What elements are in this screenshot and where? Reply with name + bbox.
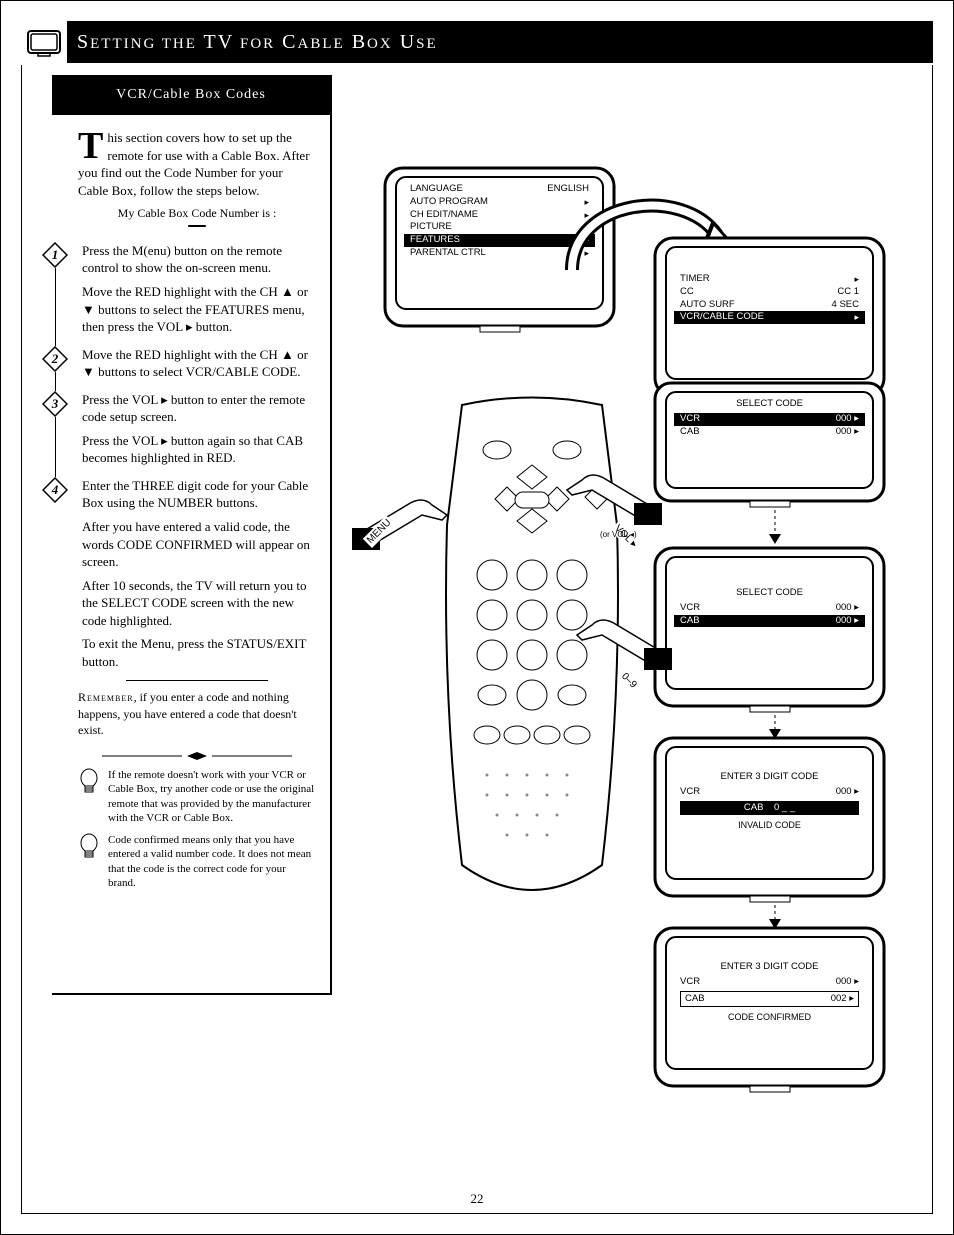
step-1: 1 Press the M(enu) button on the remote … <box>78 242 316 336</box>
code-pill <box>188 225 206 227</box>
diamond-icon: 3 <box>42 391 68 417</box>
lightbulb-icon <box>78 833 100 890</box>
step-4-a: Enter the THREE digit code for your Cabl… <box>82 477 316 512</box>
pointing-hand-icon <box>352 480 472 560</box>
content-frame: VCR/Cable Box Codes This section covers … <box>21 65 933 1214</box>
header-bar: SETTING THE TV FOR CABLE BOX USE <box>21 21 933 63</box>
right-area: LANGUAGEENGLISH AUTO PROGRAM▸ CH EDIT/NA… <box>352 125 912 1183</box>
code-helper: My Cable Box Code Number is : <box>78 205 316 221</box>
steps: 1 Press the M(enu) button on the remote … <box>78 242 316 670</box>
smart-help-2: Code confirmed means only that you have … <box>108 833 316 890</box>
sidebar-heading: VCR/Cable Box Codes <box>52 75 330 115</box>
tv-screen-enter-code: ENTER 3 DIGIT CODE VCR000 ▸ CAB 0 _ _ IN… <box>652 735 887 905</box>
sidebar: VCR/Cable Box Codes This section covers … <box>52 75 332 995</box>
step-4-c: After 10 seconds, the TV will return you… <box>82 577 316 630</box>
step-3: 3 Press the VOL ▸ button to enter the re… <box>78 391 316 467</box>
diamond-divider-icon <box>102 748 292 758</box>
vol-caption: (or VOL ◂) <box>600 530 637 539</box>
step-2-text: Move the RED highlight with the CH ▲ or … <box>82 346 316 381</box>
step-4: 4 Enter the THREE digit code for your Ca… <box>78 477 316 670</box>
page-number: 22 <box>471 1191 484 1207</box>
step-2: 2 Move the RED highlight with the CH ▲ o… <box>78 346 316 381</box>
step-4-d: To exit the Menu, press the STATUS/EXIT … <box>82 635 316 670</box>
step-1-b: Move the RED highlight with the CH ▲ or … <box>82 283 316 336</box>
diamond-icon: 1 <box>42 242 68 268</box>
intro-paragraph: This section covers how to set up the re… <box>78 129 316 199</box>
diamond-icon: 2 <box>42 346 68 372</box>
sidebar-body: This section covers how to set up the re… <box>52 115 330 900</box>
tv-screen-code-confirmed: ENTER 3 DIGIT CODE VCR000 ▸ CAB002 ▸ COD… <box>652 925 887 1095</box>
step-4-b: After you have entered a valid code, the… <box>82 518 316 571</box>
remember-note: Remember, if you enter a code and nothin… <box>78 689 316 738</box>
step-3-b: Press the VOL ▸ button again so that CAB… <box>82 432 316 467</box>
tv-screen-select-code-cab: SELECT CODE VCR000 ▸ CAB000 ▸ <box>652 545 887 715</box>
diamond-icon: 4 <box>42 477 68 503</box>
page: SETTING THE TV FOR CABLE BOX USE VCR/Cab… <box>0 0 954 1235</box>
smart-help-1: If the remote doesn't work with your VCR… <box>108 768 316 825</box>
smart-help-2-row: Code confirmed means only that you have … <box>78 833 316 890</box>
divider-line <box>126 680 269 681</box>
dashed-arrow-icon <box>765 510 767 545</box>
tv-icon <box>21 21 67 63</box>
step-3-a: Press the VOL ▸ button to enter the remo… <box>82 391 316 426</box>
page-title: SETTING THE TV FOR CABLE BOX USE <box>71 31 438 54</box>
tv-screen-select-code-vcr: SELECT CODE VCR000 ▸ CAB000 ▸ <box>652 380 887 510</box>
smart-help: If the remote doesn't work with your VCR… <box>78 768 316 825</box>
pointing-hand-icon <box>542 455 662 535</box>
step-1-a: Press the M(enu) button on the remote co… <box>82 242 316 277</box>
pointing-hand-icon <box>552 600 672 680</box>
lightbulb-icon <box>78 768 100 825</box>
